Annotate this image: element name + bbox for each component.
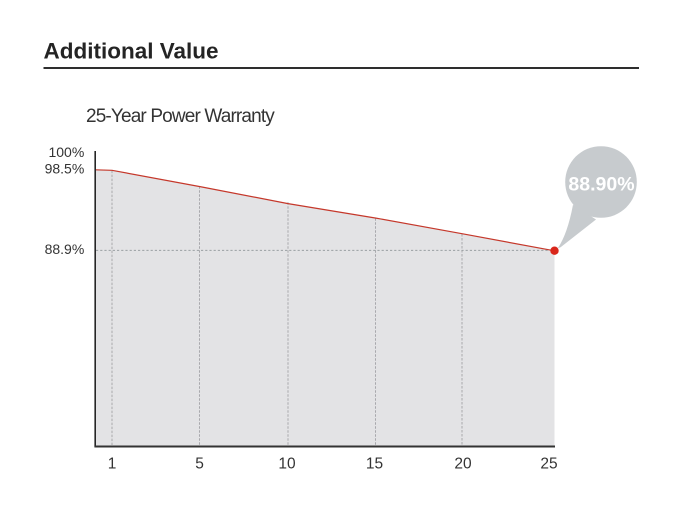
svg-text:25-Year Power Warranty: 25-Year Power Warranty — [86, 106, 275, 127]
svg-text:88.90%: 88.90% — [568, 174, 634, 196]
svg-text:20: 20 — [454, 456, 472, 473]
svg-text:88.9%: 88.9% — [45, 241, 85, 257]
svg-text:1: 1 — [108, 456, 117, 473]
svg-text:15: 15 — [366, 456, 383, 473]
svg-text:Additional Value: Additional Value — [44, 39, 219, 64]
svg-text:98.5%: 98.5% — [45, 161, 85, 177]
svg-text:10: 10 — [278, 456, 296, 473]
svg-text:25: 25 — [540, 456, 557, 473]
svg-text:5: 5 — [195, 456, 204, 473]
svg-text:100%: 100% — [48, 144, 84, 160]
